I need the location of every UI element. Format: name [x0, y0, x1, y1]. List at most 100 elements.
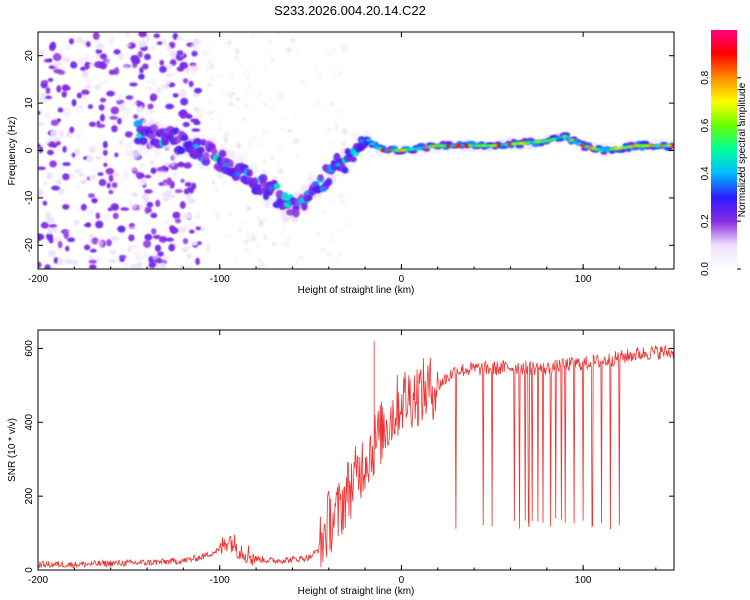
colorbar-tick-label: 0.2 [700, 214, 711, 228]
spectrogram-noise-blob [106, 238, 113, 247]
spectrogram-noise-blob [195, 226, 201, 231]
spectrogram-noise-blob [333, 74, 340, 79]
spectrogram-ridge-halo [251, 164, 260, 177]
spectrogram-noise-blob [110, 106, 120, 115]
spectrogram-noise-blob [157, 251, 165, 257]
spectrogram-noise-blob [109, 249, 117, 255]
spectrogram-noise-blob [180, 97, 189, 106]
spectrogram-noise-blob [64, 258, 73, 265]
spectrogram-noise-blob [111, 125, 118, 133]
spectrogram-noise-blob [197, 241, 202, 245]
snr-marks [38, 341, 674, 569]
spectrogram-noise-blob [105, 167, 115, 175]
spectrogram-noise-blob [250, 32, 255, 39]
spectrogram-noise-blob [62, 173, 70, 181]
spectrogram-noise-blob [83, 223, 91, 228]
spectrogram-noise-blob [172, 93, 179, 98]
spectrogram-noise-blob [99, 61, 108, 70]
spectrogram-noise-blob [57, 241, 63, 249]
spectrogram-noise-blob [155, 199, 161, 208]
spectrogram-noise-blob [328, 198, 335, 204]
spectrogram-ridge-blob [640, 140, 650, 146]
spectrogram-noise-blob [107, 197, 116, 203]
spectrogram-noise-blob [214, 266, 218, 269]
spectrogram-noise-blob [50, 130, 58, 136]
spectrogram-noise-blob [286, 47, 292, 53]
spectrogram-noise-blob [190, 64, 196, 72]
spectrogram-noise-blob [154, 244, 162, 252]
spectrogram-noise-blob [62, 84, 69, 91]
spectrogram-noise-blob [58, 47, 64, 56]
spectrogram-noise-blob [92, 32, 100, 40]
spectrogram-ridge-blob [201, 157, 211, 166]
spectrogram-noise-blob [38, 233, 42, 242]
spectrogram-noise-blob [67, 237, 76, 243]
spectrogram-noise-blob [336, 109, 343, 113]
spectrogram-noise-blob [133, 114, 139, 120]
spectrogram-noise-blob [337, 252, 342, 257]
spectrogram-ridge-blob [325, 178, 333, 186]
spectrogram-noise-blob [47, 227, 53, 235]
spectrogram-noise-blob [38, 110, 41, 115]
spectrogram-ridge-blob [300, 202, 308, 211]
spectrogram-noise-blob [123, 262, 131, 268]
spectrogram-noise-blob [186, 252, 192, 260]
spectrogram-noise-blob [117, 179, 125, 184]
spectrogram-ridge-blob [211, 148, 218, 156]
spectrogram-noise-blob [280, 226, 285, 234]
spectrogram-noise-blob [241, 117, 246, 122]
spectrogram-noise-blob [51, 185, 61, 191]
spectrogram-noise-blob [88, 234, 96, 239]
spectrogram-noise-blob [166, 237, 174, 242]
spectrogram-noise-blob [76, 235, 82, 240]
spectrogram-ridge-blob [292, 208, 300, 218]
spectrogram-ridge-blob [172, 127, 180, 134]
spectrogram-noise-blob [150, 77, 157, 86]
spectrogram-noise-blob [246, 88, 250, 92]
spectrogram-noise-blob [206, 64, 212, 71]
spectrogram-noise-blob [172, 211, 181, 219]
spectrogram-noise-blob [40, 221, 50, 229]
spectrogram-noise-blob [338, 70, 343, 76]
spectrogram-noise-blob [231, 91, 236, 96]
spectrogram-highlight [358, 139, 365, 144]
spectrogram-noise-blob [152, 62, 158, 68]
spectrogram-noise-blob [48, 223, 58, 229]
spectrogram-noise-blob [183, 162, 192, 169]
spectrogram-noise-blob [225, 91, 231, 98]
spectrogram-noise-blob [171, 71, 177, 76]
spectrogram-noise-blob [214, 212, 219, 219]
spectrogram-noise-blob [205, 243, 210, 250]
spectrogram-noise-blob [245, 228, 250, 236]
spectrogram-noise-blob [135, 172, 141, 177]
spectrogram-noise-blob [246, 236, 252, 241]
spectrogram-noise-blob [183, 245, 192, 251]
snr-line [38, 344, 674, 569]
spectrogram-noise-blob [65, 245, 70, 252]
spectrogram-noise-blob [275, 32, 281, 36]
spectrogram-noise-blob [152, 253, 159, 261]
spectrogram-noise-blob [321, 209, 327, 214]
spectrogram-ridge-blob [139, 136, 148, 145]
spectrogram-noise-blob [110, 236, 120, 242]
spectrogram-noise-blob [261, 263, 266, 267]
spectrogram-noise-blob [332, 121, 338, 125]
spectrogram-noise-blob [147, 103, 154, 110]
spectrogram-noise-blob [94, 84, 101, 90]
spectrogram-noise-blob [202, 50, 209, 57]
spectrogram-noise-blob [138, 32, 147, 38]
spectrogram-noise-blob [210, 63, 215, 69]
spectrogram-noise-blob [318, 74, 322, 81]
spectrogram-noise-blob [342, 128, 348, 135]
colorbar-label: Normalized spectral amplitude [737, 82, 748, 217]
spectrogram-noise-blob [59, 130, 64, 138]
spectrogram-noise-blob [83, 244, 91, 251]
spectrogram-noise-blob [341, 142, 346, 146]
spectrogram-noise-blob [122, 113, 130, 119]
spectrogram-ridge-blob [227, 159, 234, 169]
spectrogram-noise-blob [162, 196, 169, 202]
spectrogram-noise-blob [119, 139, 124, 146]
spectrogram-noise-blob [179, 61, 189, 70]
spectrogram-noise-blob [139, 205, 144, 210]
spectrogram-ridge-blob [341, 166, 349, 174]
